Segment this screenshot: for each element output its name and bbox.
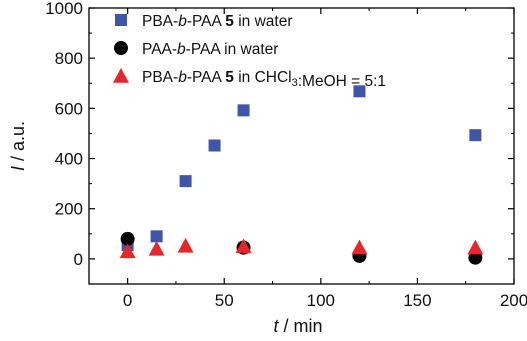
x-axis-variable: t [273,316,279,336]
legend-label: PAA-b-PAA in water [142,41,278,58]
x-tick-label: 0 [123,291,132,310]
square-data-point [179,175,192,188]
legend-square-marker [115,14,127,26]
y-axis-unit: / a.u. [8,121,28,166]
circle-data-point [120,231,135,246]
y-tick-label: 600 [55,99,83,118]
y-tick-label: 1000 [45,0,83,18]
axis-ticks [89,7,515,284]
x-axis-unit: / min [279,316,323,336]
triangle-data-point [351,239,368,255]
x-tick-label: 50 [215,291,234,310]
x-tick-label: 100 [307,291,335,310]
triangle-data-point [148,240,165,256]
legend-circle-marker [114,41,128,55]
triangle-data-point [467,239,484,255]
square-data-point [237,104,250,117]
square-data-point [208,139,221,152]
tick-labels: 0 50 100 150 200 0 200 400 600 800 1000 [45,0,527,310]
y-axis-title: I / a.u. [8,121,28,171]
x-axis-title: t / min [273,316,322,336]
legend-label: PBA-b-PAA 5 in CHCl3:MeOH = 5:1 [142,69,386,90]
x-tick-label: 200 [500,291,527,310]
y-tick-label: 200 [55,200,83,219]
square-data-point [353,85,366,98]
triangle-data-point [177,237,194,253]
square-data-point [150,230,163,243]
legend-label: PBA-b-PAA 5 in water [142,13,293,30]
triangle-data-point [119,243,136,259]
data-markers [119,85,484,265]
x-tick-label: 150 [403,291,431,310]
legend: PBA-b-PAA 5 in water PAA-b-PAA in water PB… [113,13,386,90]
y-tick-label: 0 [74,250,83,269]
legend-triangle-marker [113,68,129,83]
plot-frame [88,7,515,285]
square-data-point [469,129,482,142]
triangle-data-point [235,238,252,254]
y-tick-label: 800 [55,49,83,68]
y-tick-label: 400 [55,150,83,169]
y-axis-variable: I [8,166,28,171]
